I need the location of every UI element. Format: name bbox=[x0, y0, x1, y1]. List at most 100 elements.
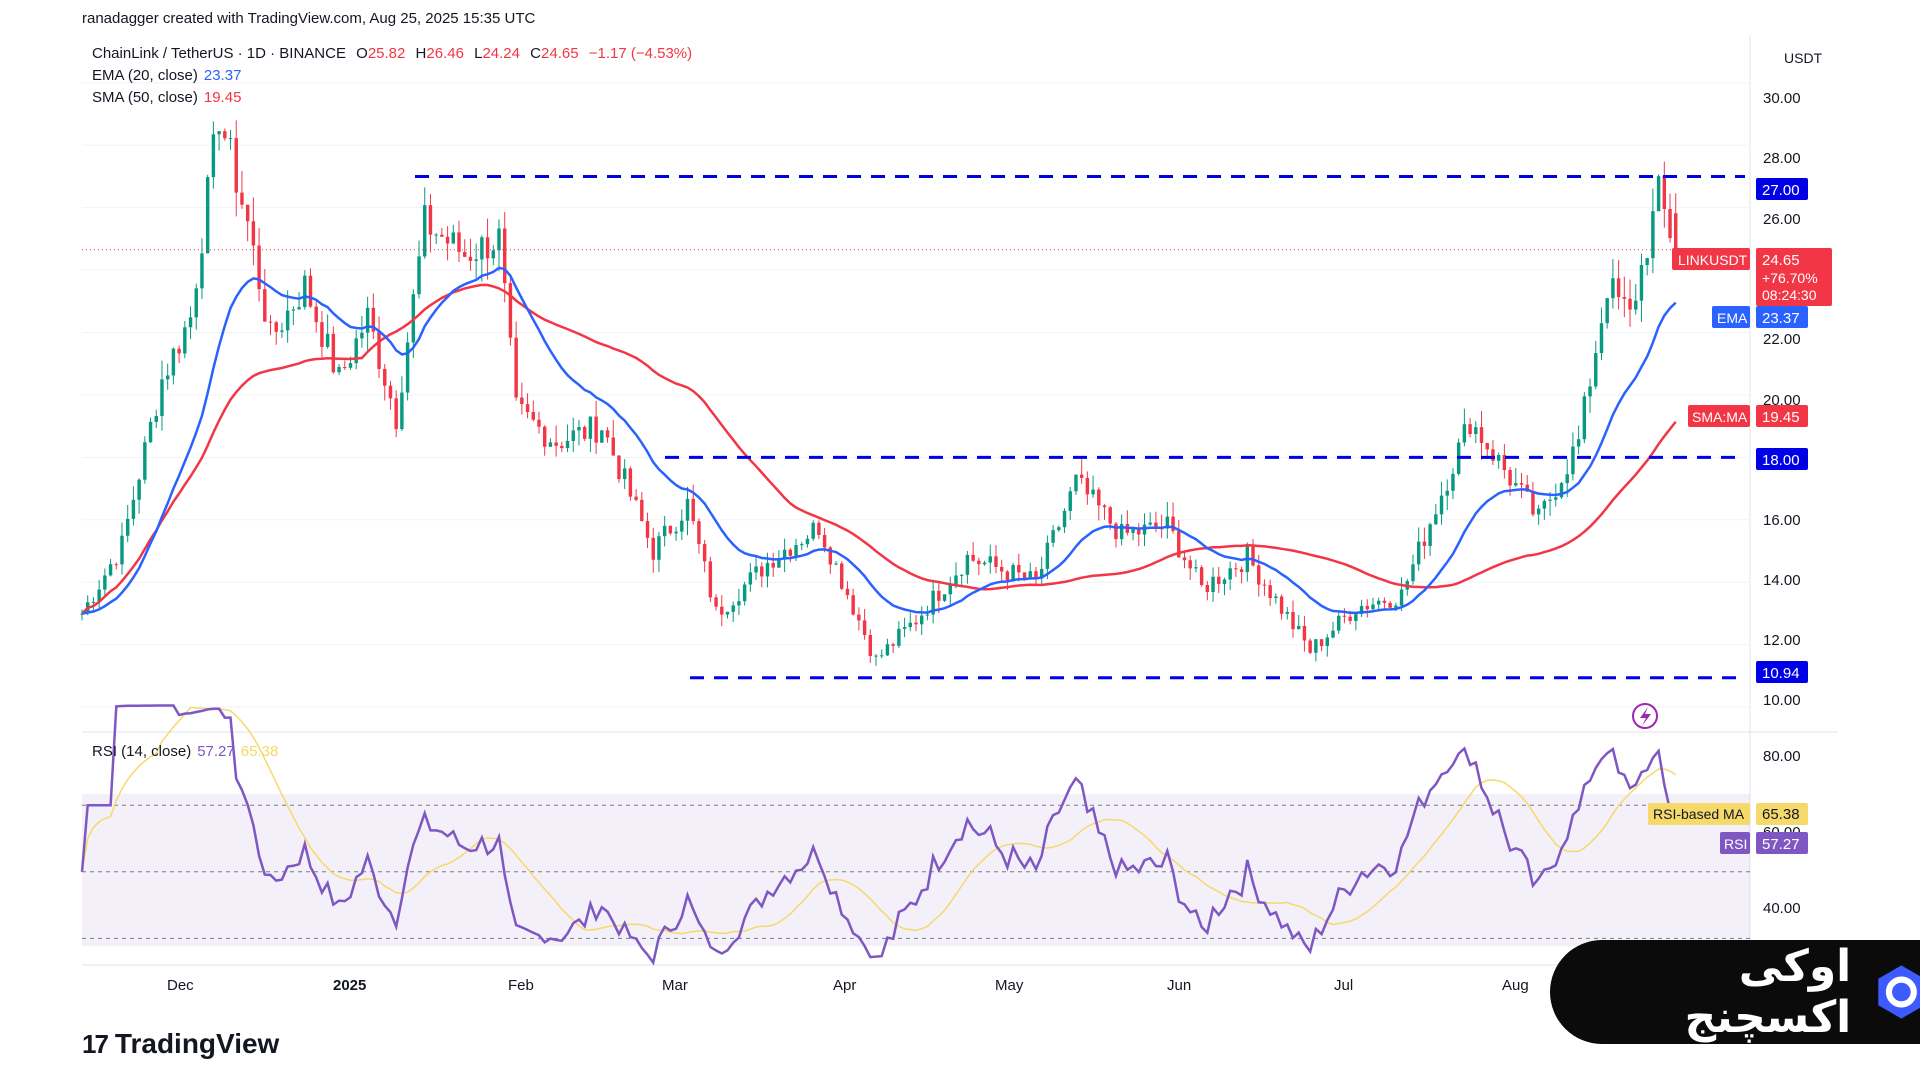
candle-body bbox=[611, 437, 615, 456]
candle-body bbox=[1559, 483, 1564, 498]
candle-body bbox=[1656, 176, 1661, 212]
candle-body bbox=[931, 590, 935, 615]
candle-body bbox=[1388, 602, 1392, 608]
rsi-tick: 80.00 bbox=[1763, 748, 1801, 765]
sma-line bbox=[81, 283, 1677, 615]
candle-body bbox=[457, 232, 461, 252]
candle-body bbox=[383, 368, 387, 386]
candle-body bbox=[165, 375, 170, 380]
candle-body bbox=[1502, 455, 1507, 471]
candle-body bbox=[1348, 616, 1352, 622]
tradingview-logo[interactable]: 17 TradingView bbox=[82, 1028, 279, 1060]
candle-body bbox=[760, 566, 764, 577]
candle-body bbox=[628, 468, 633, 497]
candle-body bbox=[720, 606, 724, 615]
candle-body bbox=[108, 564, 113, 576]
rsi-line bbox=[80, 704, 1677, 966]
candle-body bbox=[428, 205, 433, 235]
legend-sma-value: 19.45 bbox=[203, 89, 242, 106]
candle-body bbox=[1525, 484, 1529, 492]
candle-body bbox=[1605, 298, 1609, 324]
legend-high-value: 26.46 bbox=[426, 45, 464, 62]
candle-body bbox=[268, 321, 273, 323]
candle-body bbox=[828, 547, 833, 565]
candle-body bbox=[1382, 600, 1387, 603]
candle-body bbox=[514, 337, 518, 398]
rsi-value-tag bbox=[1756, 832, 1808, 854]
candle-body bbox=[800, 544, 804, 546]
candle-body bbox=[1142, 524, 1147, 535]
level-tag-18-text: 18.00 bbox=[1762, 452, 1800, 469]
candle-body bbox=[1571, 446, 1575, 475]
candle-body bbox=[1131, 529, 1135, 533]
candle-body bbox=[1062, 510, 1067, 528]
candle-body bbox=[354, 338, 358, 364]
legend-rsi[interactable]: RSI (14, close) 57.27 65.38 bbox=[92, 743, 284, 760]
candle-body bbox=[160, 379, 164, 416]
level-tag-1094-text: 10.94 bbox=[1762, 665, 1800, 682]
candle-body bbox=[1479, 427, 1484, 443]
rsi-band bbox=[82, 794, 1750, 946]
legend-sma[interactable]: SMA (50, close) 19.45 bbox=[92, 89, 247, 106]
candle-body bbox=[851, 595, 855, 615]
candle-body bbox=[594, 416, 598, 443]
candle-body bbox=[622, 468, 627, 480]
candle-body bbox=[959, 574, 964, 576]
candle-body bbox=[1194, 567, 1198, 569]
candle-body bbox=[1485, 442, 1489, 450]
candle-body bbox=[1342, 615, 1347, 617]
rsi-ma-line bbox=[81, 706, 1677, 935]
legend-low-label: L bbox=[474, 45, 483, 62]
candle-body bbox=[771, 562, 775, 568]
price-tick: 14.00 bbox=[1763, 572, 1801, 589]
price-axis-unit: USDT bbox=[1784, 50, 1823, 66]
candle-body bbox=[794, 545, 798, 556]
legend-open-label: O bbox=[356, 45, 368, 62]
candle-body bbox=[1051, 530, 1055, 543]
candle-body bbox=[400, 392, 404, 430]
candle-body bbox=[491, 250, 496, 259]
lightning-icon[interactable] bbox=[1632, 703, 1658, 729]
candle-body bbox=[1599, 323, 1604, 354]
legend-change: −1.17 (−4.53%) bbox=[588, 45, 693, 62]
candle-body bbox=[1616, 278, 1621, 298]
level-tag-27 bbox=[1756, 178, 1808, 200]
level-tag-18 bbox=[1756, 448, 1808, 470]
candle-body bbox=[1262, 584, 1267, 586]
candle-body bbox=[1399, 589, 1404, 606]
candle-body bbox=[1359, 605, 1364, 615]
candle-body bbox=[337, 367, 341, 373]
candle-body bbox=[343, 367, 347, 369]
legend-ema[interactable]: EMA (20, close) 23.37 bbox=[92, 67, 247, 84]
candle-body bbox=[1394, 605, 1398, 608]
candle-body bbox=[1057, 527, 1061, 531]
candle-body bbox=[1582, 396, 1587, 440]
candle-body bbox=[862, 620, 867, 636]
candle-body bbox=[1645, 258, 1649, 266]
candle-body bbox=[617, 455, 621, 480]
candles bbox=[80, 120, 1678, 666]
candle-body bbox=[1291, 611, 1295, 630]
candle-body bbox=[1039, 568, 1044, 579]
candle-body bbox=[440, 234, 444, 237]
candle-body bbox=[1354, 614, 1358, 622]
candle-body bbox=[1308, 640, 1312, 653]
rsi-name-tag bbox=[1720, 832, 1750, 854]
candle-body bbox=[143, 442, 147, 480]
candle-body bbox=[508, 283, 513, 338]
rsi-ma-value-tag bbox=[1756, 803, 1808, 825]
candle-body bbox=[1239, 569, 1244, 573]
sma-value-text: 19.45 bbox=[1762, 409, 1800, 426]
legend-close-value: 24.65 bbox=[541, 45, 579, 62]
candle-body bbox=[1302, 625, 1307, 641]
candle-body bbox=[1548, 499, 1552, 501]
legend-main[interactable]: ChainLink / TetherUS · 1D · BINANCE O25.… bbox=[92, 45, 698, 62]
candle-body bbox=[1005, 571, 1010, 581]
candle-body bbox=[765, 562, 770, 577]
candle-body bbox=[817, 522, 821, 535]
candle-body bbox=[954, 575, 958, 585]
candle-body bbox=[1314, 639, 1318, 653]
time-label: 2025 bbox=[333, 977, 366, 994]
candle-body bbox=[1576, 439, 1581, 447]
